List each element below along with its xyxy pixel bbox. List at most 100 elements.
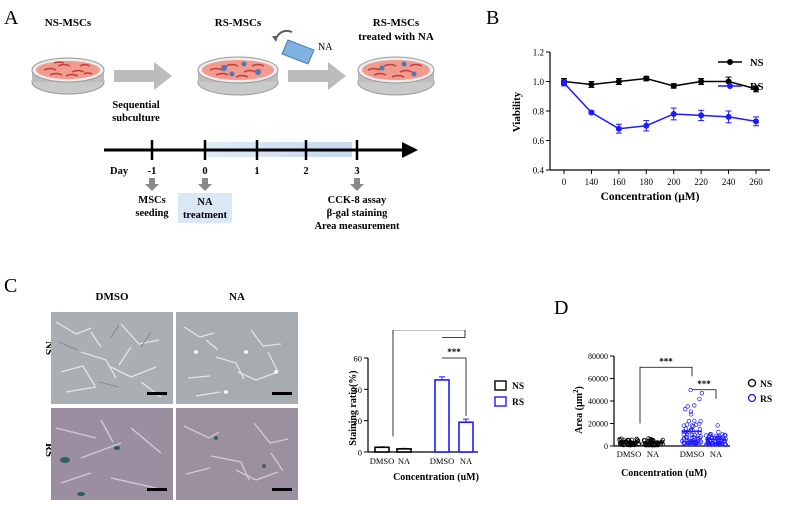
c-bar [458,421,474,453]
b-y-tick-label: 0.6 [533,136,545,146]
d-point [715,423,720,428]
b-point [753,85,759,92]
d-point [707,441,712,447]
dish3-label-line1: RS-MSCs [373,17,420,29]
b-point [615,125,622,132]
d-point [686,440,691,446]
d-point [655,440,660,446]
col-na-label: NA [229,291,245,303]
b-y-tick-label: 1.2 [533,48,544,58]
c-category-label: DMSO [430,456,455,466]
d-point [684,432,690,437]
d-category-label: DMSO [680,449,705,459]
d-point [684,435,689,440]
d-point [682,407,688,412]
b-y-tick-label: 1.0 [533,77,545,87]
d-y-tick-label: 60000 [588,375,608,384]
d-point [718,441,723,446]
d-point [686,438,691,444]
d-point [692,403,697,408]
na-tube-icon [272,29,315,65]
d-point [699,391,705,396]
d-point [692,418,697,423]
b-point [588,109,595,116]
c-y-tick-label: 20 [354,416,363,426]
panel-d-label: D [554,297,568,319]
step3-line1: CCK-8 assay [328,195,387,206]
d-point [621,442,626,448]
treatment-box [178,193,232,223]
b-point [670,82,677,89]
d-ylabel-main: Area (μm [574,392,585,433]
d-point [695,436,700,442]
d-xlabel: Concentration (uM) [621,468,707,479]
c-xlabel: Concentration (uM) [393,472,479,483]
micrograph-rs-na [176,408,298,500]
d-point [697,396,702,402]
step2-line1: NA [197,197,213,208]
d-point [723,442,728,447]
d-point [628,442,633,448]
d-point [716,429,721,435]
d-legend-label: RS [760,395,772,405]
day-label: 3 [354,166,359,177]
c-bar [374,446,390,453]
dish2-label: RS-MSCs [215,17,262,29]
d-point [720,432,725,437]
d-legend-marker [747,393,757,403]
b-series-line [563,82,757,130]
d-point [630,442,636,448]
dish1-label: NS-MSCs [45,17,92,29]
d-point [709,442,714,447]
petri-dish-rs [197,56,279,96]
d-point [625,438,631,443]
d-point [698,439,704,444]
b-point [698,78,705,85]
b-series-line [563,77,757,90]
b-x-tick-label: 240 [722,177,736,187]
d-point [686,418,692,424]
panel-b-label: B [486,7,499,29]
c-sig-bracket [392,330,466,437]
arrow1-label-line1: Sequential [112,100,159,111]
d-point [691,434,696,440]
b-point [698,112,705,119]
d-point [698,419,703,424]
petri-dish-rs-na [357,56,435,96]
tube-label: NA [318,42,333,53]
down-arrow-icon [350,178,364,191]
d-point [680,438,685,444]
arrow-subculture-icon [114,62,172,90]
step3-line3: Area measurement [314,221,400,232]
col-dmso-label: DMSO [96,291,129,303]
b-legend-label: NS [750,58,764,69]
b-x-tick-label: 180 [640,177,654,187]
micrograph-rs-dmso [51,408,173,500]
b-point [588,81,595,88]
day-label: 2 [303,166,308,177]
step1-line2: seeding [135,208,169,219]
d-point [688,387,693,393]
c-bar [434,379,450,453]
c-y-tick-label: 60 [354,354,363,364]
panel-a: A NS-MSCs RS-MSCs RS-MSCs treated with N… [4,7,435,232]
c-category-label: NA [460,456,473,466]
b-legend-marker [727,59,733,65]
c-category-label: NA [398,456,411,466]
d-ylabel-sup: 2 [572,389,580,393]
b-x-tick-label: 220 [694,177,708,187]
c-ylabel: Staining ratio(%) [348,370,359,445]
c-bar [396,448,412,453]
d-point [697,427,703,432]
c-legend-label: NS [512,382,524,392]
c-legend-label: RS [512,398,524,408]
b-point [561,79,567,86]
panel-c: C DMSO NA NS RS [0,270,310,505]
d-point [691,440,696,446]
d-point [713,442,719,447]
d-point [709,436,715,441]
d-category-label: NA [647,449,660,459]
b-point [725,113,732,120]
d-sig-label: *** [659,356,673,366]
c-legend-swatch [494,396,507,407]
